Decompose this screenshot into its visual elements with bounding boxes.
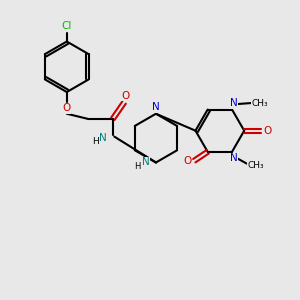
Text: N: N [152,102,160,112]
Text: O: O [263,126,271,136]
Text: CH₃: CH₃ [248,161,264,170]
Text: O: O [63,103,71,113]
Text: Cl: Cl [61,21,71,31]
Text: H: H [134,161,141,170]
Text: N: N [142,158,149,167]
Text: N: N [100,133,107,143]
Text: O: O [122,91,130,101]
Text: O: O [184,156,192,166]
Text: N: N [230,153,237,163]
Text: N: N [230,98,237,108]
Text: CH₃: CH₃ [251,98,268,107]
Text: H: H [92,137,99,146]
